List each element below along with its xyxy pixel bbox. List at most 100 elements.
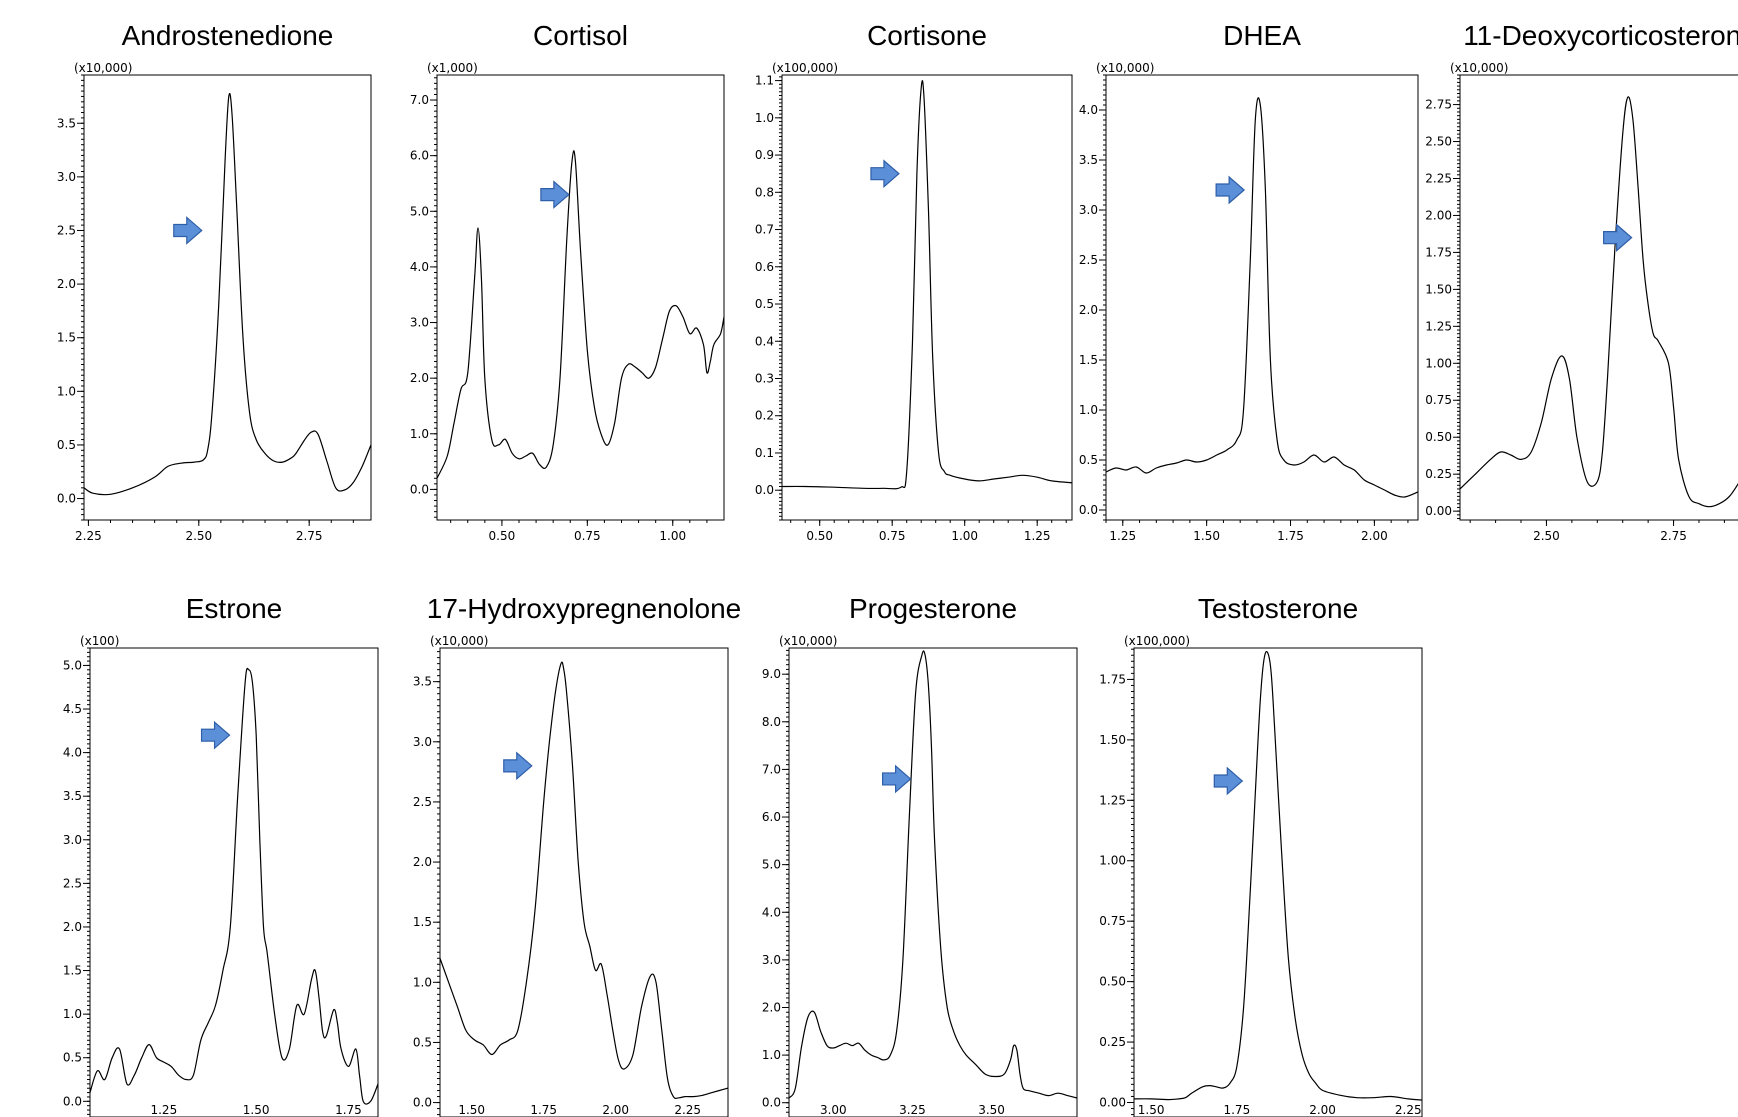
peak-arrow-icon — [1215, 175, 1246, 205]
y-tick-label: 0.2 — [755, 409, 774, 423]
plot-frame — [781, 74, 1073, 521]
peak-arrow-icon — [1213, 766, 1244, 796]
y-tick-label: 1.0 — [63, 1007, 82, 1021]
plot-frame — [788, 647, 1078, 1117]
y-tick-label: 6.0 — [762, 810, 781, 824]
y-tick-label: 1.5 — [57, 331, 76, 345]
x-tick-label: 2.25 — [75, 529, 102, 543]
x-tick-label: 2.00 — [1309, 1103, 1336, 1117]
chromatogram-trace — [440, 661, 728, 1099]
y-tick-label: 2.5 — [1079, 253, 1098, 267]
y-scale-label: (x10,000) — [779, 634, 837, 648]
x-tick-label: 2.50 — [1533, 529, 1560, 543]
y-tick-label: 6.0 — [410, 149, 429, 163]
peak-arrow-icon — [540, 180, 570, 209]
x-tick-label: 1.50 — [1138, 1103, 1165, 1117]
y-tick-label: 2.25 — [1425, 171, 1452, 185]
y-tick-label: 1.50 — [1099, 733, 1126, 747]
y-scale-label: (x10,000) — [430, 634, 488, 648]
chart-panel: DHEA (x10,000) 0.0 0.5 1.0 1.5 2.0 2.5 3.0 3.5 4.0… — [1079, 20, 1419, 543]
y-scale-label: (x10,000) — [1450, 61, 1508, 75]
y-tick-label: 3.5 — [413, 675, 432, 689]
y-tick-label: 2.0 — [63, 920, 82, 934]
chromatogram-trace — [437, 150, 724, 479]
plot-frame — [83, 74, 372, 521]
chart-panel: Testosterone (x100,000) 0.00 0.25 0.50 0.75 1.… — [1099, 593, 1423, 1117]
chart-title: 17-Hydroxypregnenolone — [427, 593, 741, 624]
y-tick-label: 0.0 — [1079, 503, 1098, 517]
peak-arrow-icon — [870, 159, 900, 188]
x-tick-label: 0.50 — [489, 529, 516, 543]
y-tick-label: 1.0 — [1079, 403, 1098, 417]
y-tick-label: 4.0 — [410, 260, 429, 274]
chromatogram-trace — [1106, 97, 1418, 498]
x-tick-label: 2.25 — [1395, 1103, 1422, 1117]
y-tick-label: 0.0 — [63, 1094, 82, 1108]
y-tick-label: 0.0 — [755, 483, 774, 497]
y-tick-label: 1.25 — [1425, 319, 1452, 333]
y-tick-label: 0.5 — [755, 297, 774, 311]
y-tick-label: 0.1 — [755, 446, 774, 460]
y-tick-label: 4.5 — [63, 702, 82, 716]
y-tick-label: 1.5 — [413, 915, 432, 929]
y-tick-label: 3.0 — [1079, 203, 1098, 217]
y-tick-label: 0.9 — [755, 148, 774, 162]
plot-frame — [439, 647, 729, 1117]
y-tick-label: 1.5 — [1079, 353, 1098, 367]
chart-panel: Cortisone (x100,000) 0.0 0.1 0.2 0.3 0.4 0.5 0.6… — [755, 20, 1073, 543]
y-tick-label: 3.5 — [1079, 153, 1098, 167]
x-tick-label: 1.75 — [1223, 1103, 1250, 1117]
y-tick-label: 0.0 — [410, 482, 429, 496]
y-tick-label: 1.25 — [1099, 793, 1126, 807]
x-tick-label: 2.75 — [1660, 529, 1687, 543]
y-tick-label: 1.0 — [755, 111, 774, 125]
chromatogram-trace — [1134, 650, 1422, 1101]
y-tick-label: 2.50 — [1425, 135, 1452, 149]
y-tick-label: 0.50 — [1425, 430, 1452, 444]
y-tick-label: 3.0 — [410, 316, 429, 330]
x-tick-label: 1.00 — [659, 529, 686, 543]
x-tick-label: 2.25 — [674, 1103, 701, 1117]
x-tick-label: 1.00 — [951, 529, 978, 543]
y-tick-label: 2.5 — [57, 223, 76, 237]
y-tick-label: 1.5 — [63, 964, 82, 978]
y-tick-label: 2.0 — [413, 855, 432, 869]
x-tick-label: 2.00 — [1361, 529, 1388, 543]
chromatogram-trace — [1460, 96, 1738, 508]
y-tick-label: 3.0 — [63, 833, 82, 847]
chart-panel: 17-Hydroxypregnenolone (x10,000) 0.0 0.5 1.0… — [413, 593, 741, 1117]
y-tick-label: 1.75 — [1099, 672, 1126, 686]
y-tick-label: 5.0 — [410, 204, 429, 218]
y-tick-label: 1.50 — [1425, 282, 1452, 296]
x-tick-label: 1.25 — [150, 1103, 177, 1117]
x-tick-label: 1.50 — [458, 1103, 485, 1117]
y-scale-label: (x100,000) — [772, 61, 838, 75]
plot-frame — [89, 647, 379, 1117]
y-tick-label: 0.7 — [755, 223, 774, 237]
y-scale-label: (x100,000) — [1124, 634, 1190, 648]
chart-title: DHEA — [1223, 20, 1301, 51]
y-tick-label: 1.0 — [410, 427, 429, 441]
y-tick-label: 0.25 — [1099, 1035, 1126, 1049]
y-tick-label: 9.0 — [762, 667, 781, 681]
y-tick-label: 1.75 — [1425, 245, 1452, 259]
chromatogram-trace — [782, 80, 1072, 490]
y-tick-label: 0.00 — [1425, 504, 1452, 518]
peak-arrow-icon — [882, 764, 912, 794]
x-tick-label: 1.50 — [243, 1103, 270, 1117]
y-tick-label: 0.25 — [1425, 467, 1452, 481]
y-tick-label: 0.0 — [413, 1096, 432, 1110]
chart-panel: Progesterone (x10,000) 0.0 1.0 2.0 3.0 4.0 5.0 6… — [762, 593, 1078, 1117]
y-tick-label: 0.0 — [57, 492, 76, 506]
chart-panel: Cortisol (x1,000) 0.0 1.0 2.0 3.0 4.0 5.0 6.0 7.0… — [410, 20, 725, 543]
x-tick-label: 3.00 — [820, 1103, 847, 1117]
x-tick-label: 1.75 — [1277, 529, 1304, 543]
y-tick-label: 3.0 — [57, 170, 76, 184]
x-tick-label: 3.50 — [978, 1103, 1005, 1117]
y-tick-label: 1.0 — [762, 1048, 781, 1062]
plot-frame — [1133, 647, 1423, 1117]
chart-title: Androstenedione — [122, 20, 334, 51]
plot-frame — [1105, 74, 1419, 521]
y-tick-label: 5.0 — [762, 858, 781, 872]
